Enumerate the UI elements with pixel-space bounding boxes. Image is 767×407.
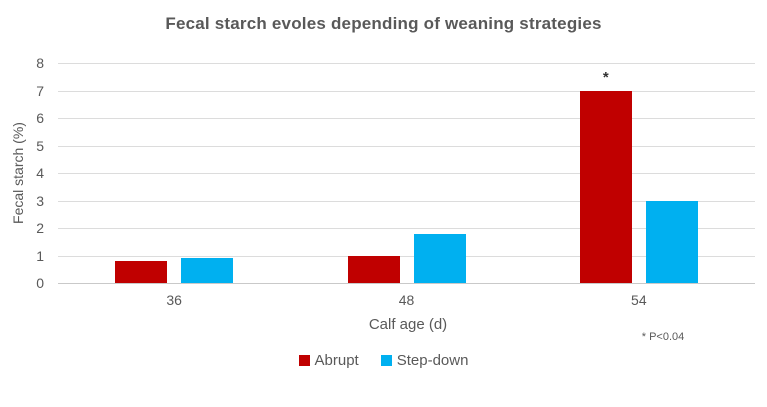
legend-label: Step-down xyxy=(396,352,469,369)
y-tick-label: 7 xyxy=(36,82,44,99)
x-axis-label: Calf age (d) xyxy=(368,316,448,333)
x-tick-label: 54 xyxy=(631,292,647,308)
bar-step-down-54 xyxy=(645,200,698,283)
bar-step-down-36 xyxy=(181,258,234,283)
bar-abrupt-54 xyxy=(579,90,632,283)
y-axis-label: Fecal starch (%) xyxy=(10,122,26,224)
bar-abrupt-48 xyxy=(347,255,400,283)
gridline xyxy=(58,145,755,147)
y-tick-label: 6 xyxy=(36,110,44,126)
y-tick-label: 2 xyxy=(36,220,44,236)
y-tick-label: 3 xyxy=(36,192,44,209)
gridline xyxy=(58,228,755,229)
legend-label: Abrupt xyxy=(314,352,359,369)
y-tick-label: 0 xyxy=(36,275,44,291)
legend: Abrupt Step-down xyxy=(0,352,767,369)
significance-footnote: * P<0.04 xyxy=(641,331,685,343)
legend-item-step-down: Step-down xyxy=(380,352,469,369)
gridline xyxy=(58,173,755,174)
y-tick-label: 8 xyxy=(36,55,44,71)
legend-swatch-icon xyxy=(380,355,392,366)
gridline xyxy=(58,200,755,202)
x-tick-label: 48 xyxy=(398,292,415,308)
y-tick-label: 4 xyxy=(36,165,44,181)
x-tick-label: 36 xyxy=(166,292,182,308)
significance-marker: * xyxy=(602,68,609,86)
gridline xyxy=(58,90,755,92)
legend-swatch-icon xyxy=(298,355,310,366)
y-tick-label: 1 xyxy=(36,247,44,264)
bar-abrupt-36 xyxy=(115,261,168,283)
x-axis-line xyxy=(58,283,755,284)
gridline xyxy=(58,255,755,257)
bar-step-down-48 xyxy=(413,233,466,283)
gridline xyxy=(58,118,755,119)
y-tick-label: 5 xyxy=(36,137,44,154)
gridline xyxy=(58,63,755,64)
chart-title: Fecal starch evoles depending of weaning… xyxy=(165,14,602,33)
legend-item-abrupt: Abrupt xyxy=(298,352,359,369)
